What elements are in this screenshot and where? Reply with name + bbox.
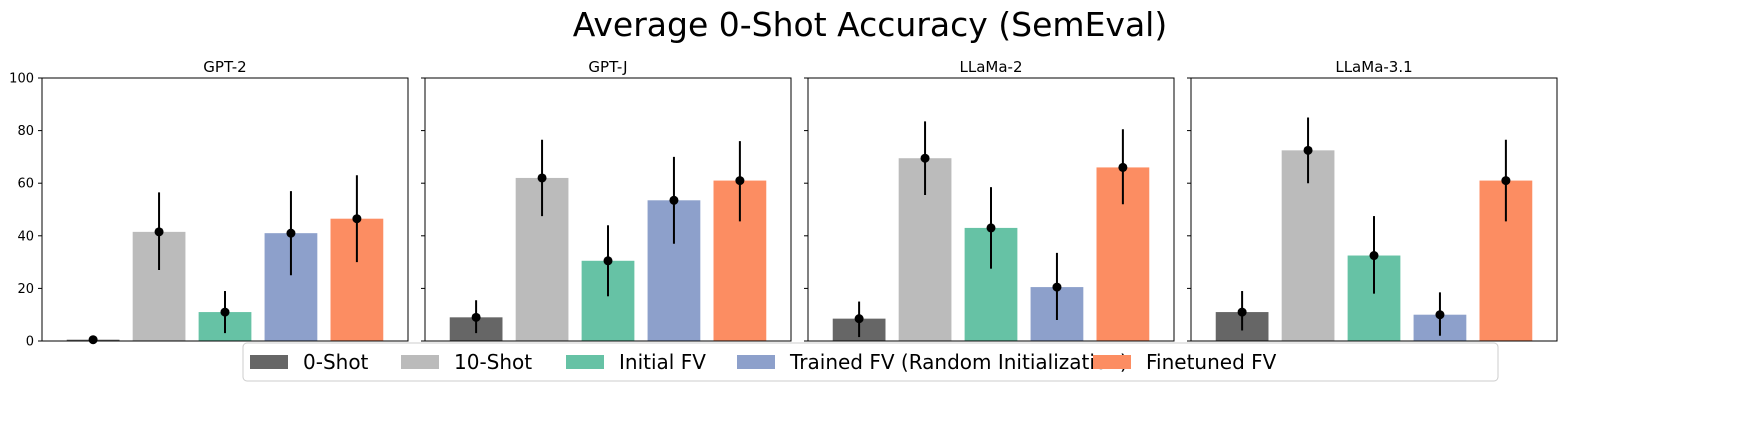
panels: 0 20 40 60 80 100 GPT-2 GPT-J LLaMa-2 LLaMa-3.1 xyxy=(9,58,1558,350)
chart-title: Average 0-Shot Accuracy (SemEval) xyxy=(573,5,1167,44)
legend-label: 10-Shot xyxy=(454,350,532,374)
legend-swatch xyxy=(566,355,604,369)
mean-point xyxy=(669,195,679,205)
mean-point xyxy=(735,176,745,186)
axes-frame xyxy=(807,77,1175,342)
y-tick-label: 80 xyxy=(17,124,34,139)
legend-label: 0-Shot xyxy=(303,350,369,374)
mean-point xyxy=(1237,307,1247,317)
legend-item-initial-fv: Initial FV xyxy=(566,350,706,374)
mean-point xyxy=(920,153,930,163)
legend-swatch xyxy=(1093,355,1131,369)
y-tick-label: 100 xyxy=(9,72,34,87)
mean-point xyxy=(603,256,613,266)
mean-point xyxy=(471,312,481,322)
legend-label: Finetuned FV xyxy=(1146,350,1277,374)
panel-gpt-2: 0 20 40 60 80 100 GPT-2 xyxy=(9,58,409,350)
axes-frame xyxy=(424,77,792,342)
y-tick-label: 20 xyxy=(17,282,34,297)
legend-item-10-shot: 10-Shot xyxy=(401,350,532,374)
legend-item-finetuned-fv: Finetuned FV xyxy=(1093,350,1277,374)
legend-label: Trained FV (Random Initialization) xyxy=(789,350,1128,374)
mean-point xyxy=(1303,145,1313,155)
mean-point xyxy=(220,307,230,317)
mean-point xyxy=(1052,282,1062,292)
mean-point xyxy=(154,227,164,237)
legend-swatch xyxy=(401,355,439,369)
mean-point xyxy=(1369,251,1379,261)
legend-swatch xyxy=(250,355,288,369)
y-tick-label: 60 xyxy=(17,177,34,192)
panel-llama-3-1: LLaMa-3.1 xyxy=(1187,58,1558,342)
axes-frame xyxy=(41,77,409,342)
mean-point xyxy=(88,335,98,345)
panel-title: GPT-2 xyxy=(203,58,246,76)
y-tick-label: 0 xyxy=(26,335,34,350)
mean-point xyxy=(1118,162,1128,172)
panel-title: LLaMa-3.1 xyxy=(1335,58,1412,76)
mean-point xyxy=(286,228,296,238)
legend-swatch xyxy=(737,355,775,369)
legend-item-trained-fv-random-initialization-: Trained FV (Random Initialization) xyxy=(737,350,1128,374)
y-tick-label: 40 xyxy=(17,229,34,244)
axes-frame xyxy=(1190,77,1558,342)
panel-gpt-j: GPT-J xyxy=(421,58,792,342)
panel-title: GPT-J xyxy=(588,58,627,76)
mean-point xyxy=(854,314,864,324)
panel-llama-2: LLaMa-2 xyxy=(804,58,1175,342)
legend-label: Initial FV xyxy=(619,350,706,374)
legend: 0-Shot 10-Shot Initial FV Trained FV (Rando… xyxy=(242,342,1499,382)
mean-point xyxy=(1501,176,1511,186)
panel-title: LLaMa-2 xyxy=(960,58,1023,76)
legend-box xyxy=(242,342,1499,382)
mean-point xyxy=(986,223,996,233)
legend-item-0-shot: 0-Shot xyxy=(250,350,369,374)
mean-point xyxy=(1435,310,1445,320)
mean-point xyxy=(537,173,547,183)
mean-point xyxy=(352,214,362,224)
